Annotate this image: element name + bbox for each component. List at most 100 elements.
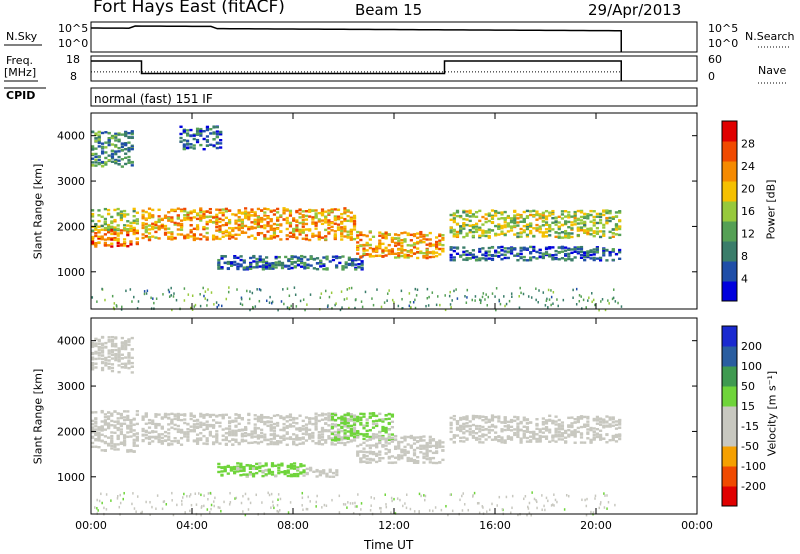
data-cell xyxy=(251,472,256,476)
data-cell xyxy=(130,130,134,133)
data-cell xyxy=(256,220,261,223)
data-cell xyxy=(611,421,615,424)
data-cell xyxy=(103,449,107,452)
data-cell xyxy=(110,149,115,153)
data-cell xyxy=(256,218,261,221)
data-cell xyxy=(337,438,341,441)
speckle-cell xyxy=(209,491,212,495)
data-cell xyxy=(170,209,174,212)
data-cell xyxy=(192,144,196,147)
data-cell xyxy=(250,430,254,433)
data-cell xyxy=(292,467,297,470)
speckle-cell xyxy=(181,496,184,499)
colorbar-tick-label: -100 xyxy=(741,460,766,473)
data-cell xyxy=(217,462,221,466)
data-cell xyxy=(384,246,388,250)
data-cell xyxy=(97,426,101,429)
speckle-cell xyxy=(505,302,508,306)
data-cell xyxy=(570,433,574,437)
data-cell xyxy=(320,208,325,211)
speckle-cell xyxy=(229,491,231,495)
speckle-cell xyxy=(271,500,274,504)
speckle-cell xyxy=(553,504,555,507)
data-cell xyxy=(286,471,290,474)
data-cell xyxy=(506,420,510,424)
data-cell xyxy=(468,428,472,431)
aux-panels xyxy=(4,21,790,107)
data-cell xyxy=(548,440,552,443)
data-cell xyxy=(240,417,245,421)
data-cell xyxy=(94,245,98,248)
data-cell xyxy=(538,213,542,216)
data-cell xyxy=(441,247,445,251)
data-cell xyxy=(129,430,133,434)
data-cell xyxy=(333,222,337,225)
data-cell xyxy=(231,236,235,239)
data-cell xyxy=(127,148,131,151)
data-cell xyxy=(387,412,391,416)
data-cell xyxy=(422,455,426,458)
data-cell xyxy=(106,426,111,430)
data-cell xyxy=(354,257,358,261)
data-cell xyxy=(322,263,326,266)
data-cell xyxy=(468,424,472,428)
data-cell xyxy=(211,238,216,241)
data-cell xyxy=(106,223,111,227)
data-cell xyxy=(400,238,404,242)
data-cell xyxy=(320,414,325,417)
speckle-cell xyxy=(364,290,367,294)
data-cell xyxy=(264,468,268,472)
data-cell xyxy=(438,233,442,236)
data-cell xyxy=(276,227,280,230)
data-cell xyxy=(263,226,267,230)
data-cell xyxy=(592,248,596,251)
data-cell xyxy=(583,230,587,233)
data-cell xyxy=(438,445,442,449)
data-cell xyxy=(94,243,98,246)
data-cell xyxy=(509,429,514,432)
data-cell xyxy=(304,430,309,433)
data-cell xyxy=(400,456,404,460)
data-cell xyxy=(221,218,225,222)
data-cell xyxy=(122,443,127,447)
data-cell xyxy=(256,233,261,236)
data-cell xyxy=(346,230,350,233)
data-cell xyxy=(336,441,341,444)
speckle-cell xyxy=(472,494,474,497)
speckle-cell xyxy=(519,286,521,290)
speckle-cell xyxy=(503,295,505,298)
data-cell xyxy=(106,415,111,418)
data-cell xyxy=(381,429,385,432)
data-cell xyxy=(205,210,209,213)
data-cell xyxy=(263,422,267,426)
data-cell xyxy=(535,427,539,431)
data-cell xyxy=(147,442,152,445)
data-cell xyxy=(500,245,504,249)
data-cell xyxy=(114,352,118,356)
data-cell xyxy=(277,262,281,265)
data-cell xyxy=(126,231,130,235)
data-cell xyxy=(368,416,372,419)
data-cell xyxy=(199,237,203,241)
data-cell xyxy=(221,224,225,227)
data-cell xyxy=(189,417,193,421)
speckle-cell xyxy=(340,290,343,293)
data-cell xyxy=(503,217,507,220)
data-cell xyxy=(554,220,558,224)
x-tick-label: 08:00 xyxy=(277,519,309,532)
data-cell xyxy=(94,164,98,167)
data-cell xyxy=(608,216,612,220)
data-cell xyxy=(490,419,495,422)
data-cell xyxy=(312,258,316,261)
data-cell xyxy=(202,137,206,141)
data-cell xyxy=(349,232,353,235)
data-cell xyxy=(387,442,391,445)
data-cell xyxy=(94,350,98,354)
data-cell xyxy=(264,462,268,465)
data-cell xyxy=(97,140,101,143)
speckle-cell xyxy=(338,494,341,498)
data-cell xyxy=(269,440,273,444)
data-cell xyxy=(301,214,305,217)
data-cell xyxy=(516,417,520,421)
data-cell xyxy=(452,256,456,259)
